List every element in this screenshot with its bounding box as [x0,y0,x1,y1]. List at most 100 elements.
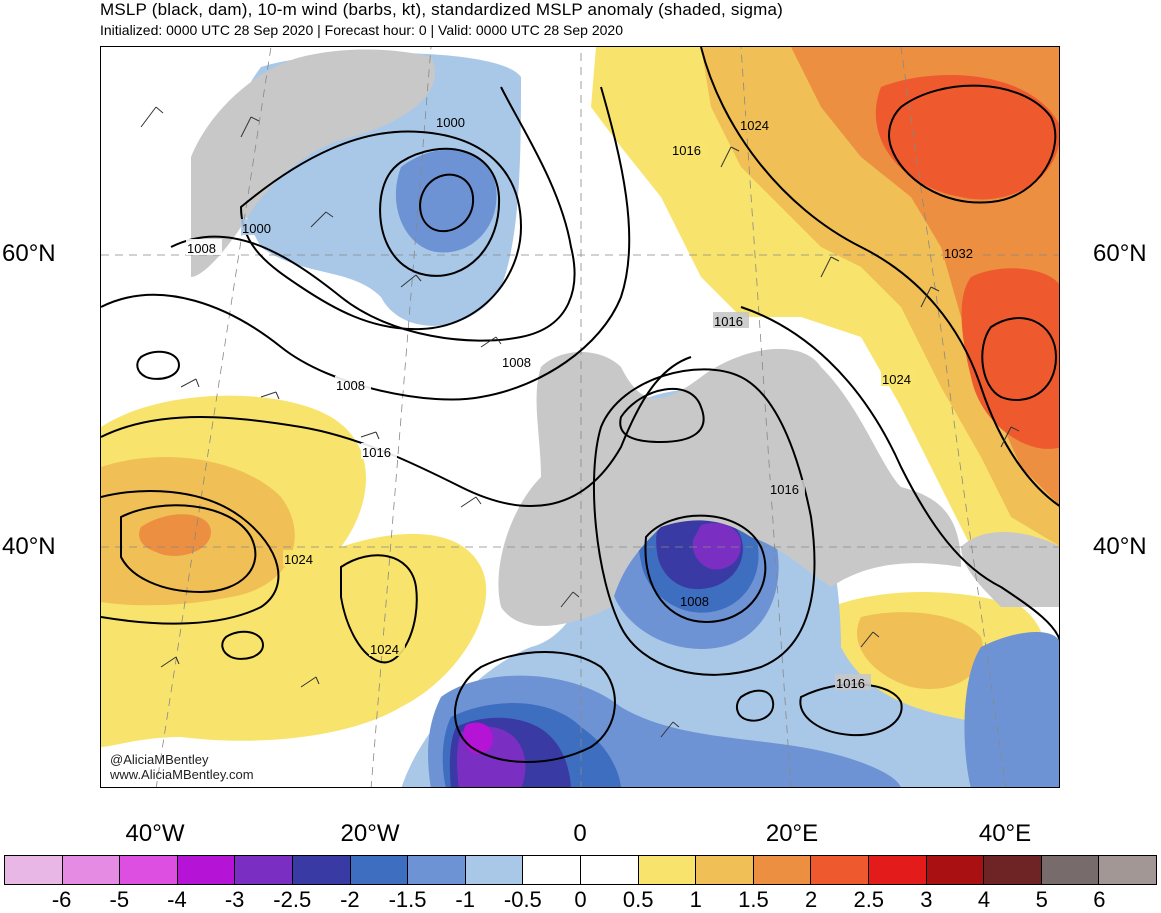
wind-barbs [140,106,1020,738]
contour-label-1024-b: 1024 [284,552,313,567]
colorbar-tick-label: 0.5 [622,887,654,912]
colorbar-swatch [580,856,639,884]
contour-label-1008-b: 1008 [502,355,531,370]
isobar-baltic [619,388,705,444]
land-mask [191,49,1059,626]
isobar-iceland-low-2 [379,147,501,277]
colorbar-swatch [1041,856,1100,884]
colorbar-swatch [62,856,121,884]
isobar-1016-a [101,356,692,508]
anomaly-shading [101,47,1059,747]
isobar-atl-hi [120,504,257,594]
contour-label-1008-d: 1008 [680,594,709,609]
contour-label-1016-b: 1016 [714,314,743,329]
lon-label-40w: 40°W [125,820,185,847]
greenland-land [191,49,435,277]
isobar-1000 [239,130,523,331]
colorbar-tick-label: -0.5 [503,887,542,912]
isobar-1032-ring [888,84,1057,204]
colorbar-swatch [753,856,812,884]
colorbar-tick-label: -3 [224,887,245,912]
positive-anomaly-russia-25b [961,268,1059,449]
isobar-1008-italy [644,514,767,624]
colorbar-swatch [984,856,1042,884]
lon-grid-20e [740,47,792,787]
colorbar-swatch [696,856,754,884]
credit-handle: @AliciaMBentley [110,752,209,767]
credit-website: www.AliciaMBentley.com [110,767,254,782]
isobar-south [454,651,616,763]
mideast-land [961,532,1059,607]
contour-label-1016-e: 1016 [836,676,865,691]
colorbar-swatch [292,856,351,884]
europe-land [498,348,961,626]
contour-label-1016-a: 1016 [672,143,701,158]
colorbar-swatch [638,856,697,884]
colorbar-swatch [1099,856,1156,884]
lat-label-40n-right: 40°N [1093,533,1147,560]
contour-label-1008-c: 1008 [336,378,365,393]
negative-anomaly-iceland-1 [395,149,497,253]
isobar-iceland-low-inner [419,173,475,233]
contour-label-1000-b: 1000 [242,221,271,236]
negative-anomaly-italy-25 [692,523,741,570]
lon-label-20w: 20°W [340,820,400,847]
contour-labels: 1000 1000 1008 1016 1024 1016 1008 1008 … [186,113,979,691]
isobar-1024-atl [101,490,280,625]
colorbar-swatch [811,856,869,884]
isobar-small-atl [136,350,181,380]
isobar-1016-east [740,306,1059,641]
colorbar-swatch [523,856,581,884]
contour-label-1032: 1032 [944,246,973,261]
negative-anomaly-mideast-1 [964,632,1059,787]
colorbar-tick-label: 1.5 [738,887,769,912]
isobar-1032-b [981,317,1058,402]
map-canvas: 1000 1000 1008 1016 1024 1016 1008 1008 … [101,47,1059,787]
contour-label-1000-a: 1000 [436,115,465,130]
lon-label-0: 0 [573,820,587,847]
chart-subtitle: Initialized: 0000 UTC 28 Sep 2020 | Fore… [100,22,623,38]
lon-grid-20w [370,47,432,787]
lat-label-60n-left: 60°N [2,240,56,267]
contour-label-1008-a: 1008 [187,241,216,256]
colorbar-tick-label: 2.5 [853,887,885,912]
lon-label-40e: 40°E [978,820,1032,847]
colorbar-swatch [350,856,409,884]
colorbar-tick-label: 0 [574,887,587,912]
colorbar-tick-label: 5 [1035,887,1048,912]
contour-label-1024-c: 1024 [882,372,911,387]
colorbar-tick-label: -5 [109,887,130,912]
isobar-small-atl2 [221,630,265,660]
isobar-1016-europe [592,368,816,676]
colorbar-swatch [408,856,466,884]
contour-label-1024-d: 1024 [370,642,399,657]
positive-anomaly-russia-25a [875,75,1059,200]
positive-anomaly-turkey-15 [857,612,983,689]
colorbar-swatch [926,856,985,884]
lat-label-60n-right: 60°N [1093,240,1147,267]
colorbar-swatch [5,856,63,884]
colorbar-tick-label: -1 [455,887,475,912]
colorbar-tick-label: -4 [167,887,187,912]
colorbar [4,855,1157,885]
isobar-1024-east [700,47,1059,507]
colorbar-swatch [868,856,927,884]
contour-label-1016-d: 1016 [770,482,799,497]
colorbar-swatch [177,856,236,884]
lon-label-20e: 20°E [765,820,819,847]
isobars [101,47,1059,763]
colorbar-tick-label: 6 [1093,887,1106,912]
colorbar-tick-label: 1 [689,887,702,912]
lat-label-40n-left: 40°N [2,533,56,560]
isobar-south-inner [735,689,775,722]
chart-title: MSLP (black, dam), 10-m wind (barbs, kt)… [100,0,784,19]
colorbar-swatch [120,856,178,884]
contour-label-1016-c: 1016 [362,445,391,460]
colorbar-swatch [465,856,524,884]
colorbar-tick-label: 2 [804,887,818,912]
colorbar-tick-label: -6 [51,887,72,912]
colorbar-swatch [235,856,293,884]
colorbar-tick-label: 4 [977,887,991,912]
positive-anomaly-atlantic-2 [139,514,211,556]
isobar-1008-north [170,86,576,342]
